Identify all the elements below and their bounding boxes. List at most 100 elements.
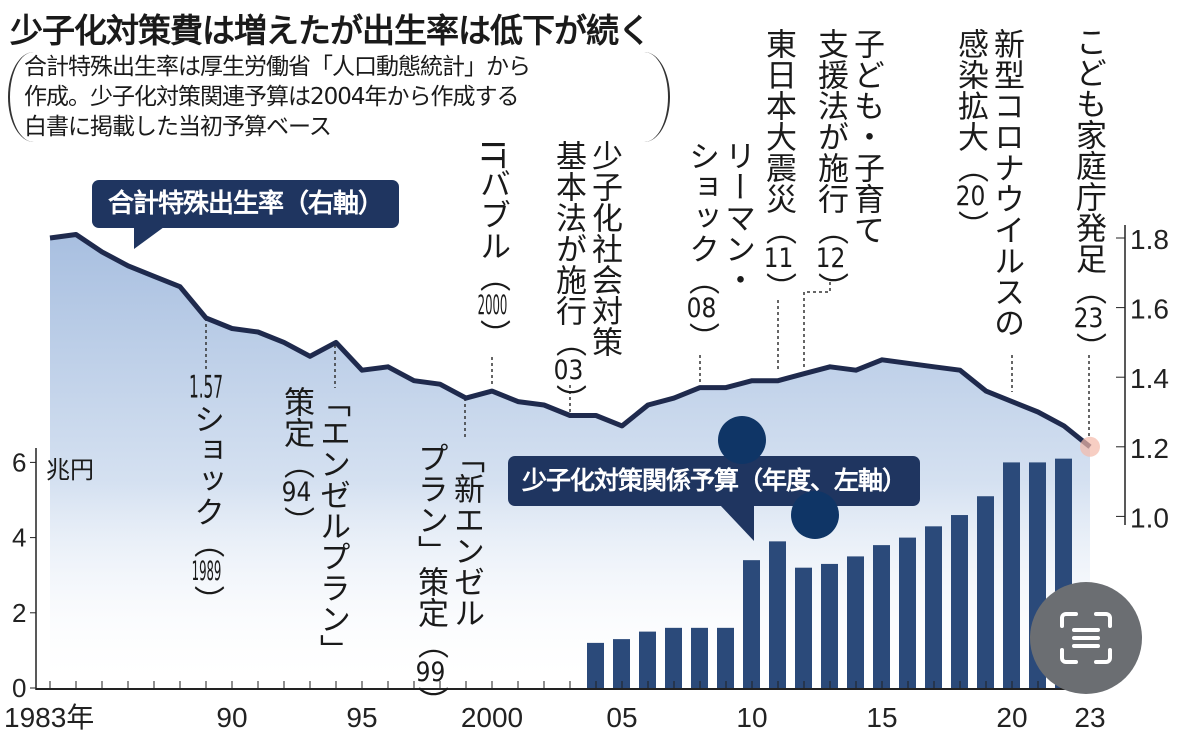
chart-title: 少子化対策費は増えたが出生率は低下が続く (10, 11, 651, 50)
budget-bar-2012 (795, 567, 812, 688)
annotation-text: 支援法が施行（ (812, 28, 848, 245)
annotation-line: こども家庭庁発足（23） (1070, 26, 1106, 363)
touch-marker (718, 416, 766, 464)
budget-bar-2005 (613, 639, 630, 688)
annotation-year: 23 (1073, 305, 1104, 332)
budget-bar-2017 (925, 526, 942, 688)
budget-bar-2014 (847, 556, 864, 688)
annotation-text: ショック（ (188, 403, 224, 558)
budget-bar-2016 (899, 537, 916, 688)
legend-budget-callout: 少子化対策関係予算（年度、左軸） (508, 456, 921, 541)
scan-text-icon (1060, 612, 1112, 664)
event-annotation: 新型コロナウイルスの 感染拡大（20） (952, 28, 1024, 338)
budget-bar-2020 (1003, 462, 1020, 688)
annotation-leader-line (803, 282, 831, 368)
callout-pointer (720, 505, 754, 541)
left-axis-unit: 兆円 (46, 456, 94, 484)
tfr-endpoint-marker (1080, 436, 1100, 457)
left-tick-label: 6 (12, 447, 26, 477)
budget-bar-2010 (743, 560, 760, 688)
annotation-year: 08 (686, 295, 717, 322)
event-annotation: 少子化社会対策 基本法が施行（03） (550, 140, 622, 415)
budget-bar-2015 (873, 545, 890, 688)
annotation-text: 少子化社会対策 (586, 140, 622, 357)
annotation-text: 「新エンゼル (448, 442, 484, 628)
x-tick-label: 1983年 (4, 702, 94, 730)
annotation-line: プラン」策定（99） (412, 442, 448, 717)
annotation-text: ITバブル（ (474, 140, 510, 293)
annotation-text: 新型コロナウイルスの (988, 28, 1024, 338)
budget-bar-2019 (977, 496, 994, 688)
annotation-text: ） (683, 322, 719, 353)
callout-pointer (134, 227, 164, 249)
event-annotation: こども家庭庁発足（23） (1070, 26, 1106, 363)
x-tick-label: 15 (866, 702, 897, 730)
annotation-text: 感染拡大（ (952, 28, 988, 183)
x-tick-label: 95 (346, 702, 377, 730)
budget-bar-2006 (639, 631, 656, 688)
annotation-text: 基本法が施行（ (550, 140, 586, 357)
annotation-line: 支援法が施行（12） (812, 28, 848, 303)
annotation-line: ショック（08） (683, 140, 719, 353)
annotation-year: 99 (415, 659, 446, 686)
annotation-text: ） (550, 384, 586, 415)
annotation-year: 2000 (477, 292, 508, 320)
annotation-text: 子ども・子育て (848, 28, 884, 245)
budget-bar-2007 (665, 627, 682, 688)
right-tick-label: 1.6 (1130, 294, 1169, 325)
annotation-line: 東日本大震災（11） (760, 28, 796, 303)
annotation-text: ） (412, 686, 448, 717)
annotation-line: 「新エンゼル (448, 442, 484, 717)
scan-text-button[interactable] (1030, 582, 1142, 694)
x-tick-label: 2000 (461, 702, 523, 730)
annotation-text: リーマン・ (719, 140, 755, 295)
legend-tfr-callout: 合計特殊出生率（右軸） (92, 180, 400, 249)
x-tick-label: 20 (996, 702, 1027, 730)
event-annotation: 「新エンゼル プラン」策定（99） (412, 442, 484, 717)
annotation-line: 子ども・子育て (848, 28, 884, 303)
annotation-line: 「エンゼルプラン」 (314, 386, 350, 665)
annotation-line: 基本法が施行（03） (550, 140, 586, 415)
annotation-line: 1.57ショック（1989） (188, 372, 224, 616)
left-tick-label: 2 (12, 598, 26, 628)
legend-tfr-label: 合計特殊出生率（右軸） (108, 189, 384, 219)
budget-bar-2013 (821, 563, 838, 688)
x-tick-label: 05 (606, 702, 637, 730)
annotation-year: 20 (955, 183, 986, 210)
annotation-year: 94 (281, 479, 312, 506)
annotation-year: 12 (815, 245, 846, 272)
budget-bar-2009 (717, 627, 734, 688)
event-annotation: ITバブル（2000） (474, 140, 510, 350)
budget-bar-2004 (587, 642, 604, 688)
annotation-text: ） (1070, 332, 1106, 363)
x-tick-label: 90 (216, 702, 247, 730)
annotation-text: ） (278, 506, 314, 537)
annotation-text: プラン」策定（ (412, 442, 448, 659)
annotation-line: 少子化社会対策 (586, 140, 622, 415)
right-tick-label: 1.4 (1130, 363, 1169, 394)
right-tick-label: 1.0 (1130, 502, 1169, 533)
annotation-text: 「エンゼルプラン」 (314, 386, 350, 665)
event-annotation: リーマン・ ショック（08） (683, 140, 755, 353)
budget-bar-2018 (951, 515, 968, 688)
annotation-line: 感染拡大（20） (952, 28, 988, 338)
annotation-text: こども家庭庁発足（ (1070, 26, 1106, 305)
event-annotation: 「エンゼルプラン」 策定（94） (278, 386, 350, 665)
annotation-text: 策定（ (278, 386, 314, 479)
legend-budget-label: 少子化対策関係予算（年度、左軸） (522, 466, 907, 495)
annotation-line: 策定（94） (278, 386, 314, 665)
right-tick-label: 1.8 (1130, 224, 1169, 255)
touch-marker (791, 491, 839, 539)
right-tick-label: 1.2 (1130, 433, 1169, 464)
annotation-line: ITバブル（2000） (474, 140, 510, 350)
source-note-line: 作成。少子化対策関連予算は2004年から作成する (24, 84, 520, 110)
annotation-year: 11 (763, 245, 794, 272)
annotation-text: ） (812, 272, 848, 303)
left-tick-label: 0 (12, 673, 26, 703)
event-annotation: 1.57ショック（1989） (188, 372, 224, 616)
x-tick-label: 10 (736, 702, 767, 730)
left-tick-label: 4 (12, 523, 26, 553)
event-annotation: 東日本大震災（11） (760, 28, 796, 303)
source-note-line: 合計特殊出生率は厚生労働省「人口動態統計」から (24, 54, 531, 80)
annotation-text: ショック（ (683, 140, 719, 295)
